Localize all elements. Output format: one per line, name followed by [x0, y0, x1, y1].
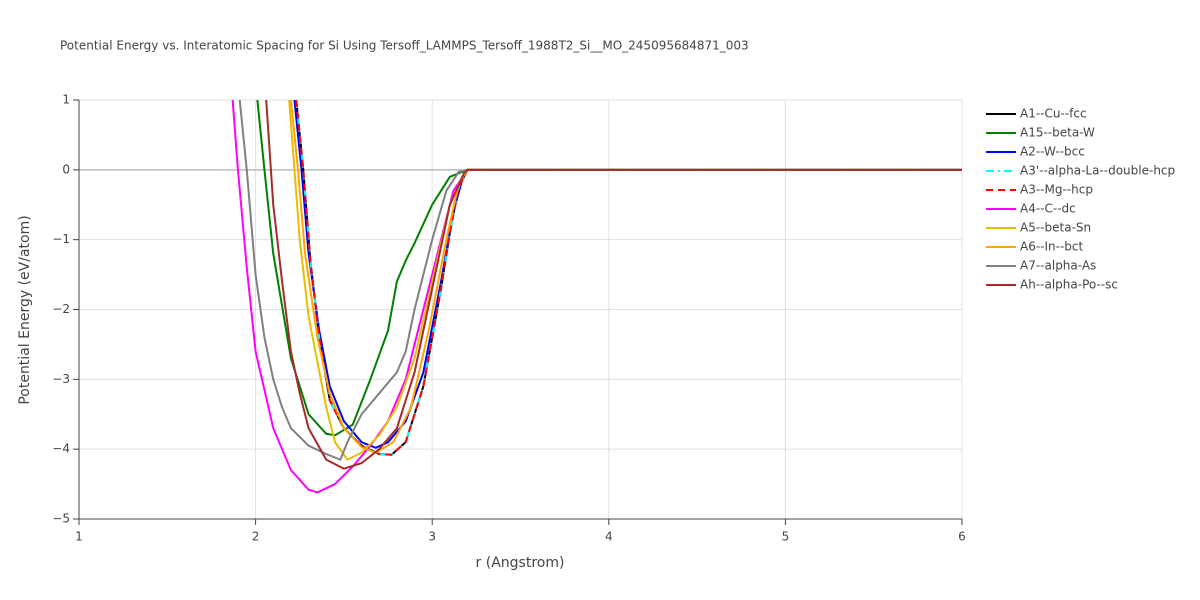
line-series	[288, 100, 962, 461]
line-series	[265, 100, 962, 470]
line-series	[293, 100, 962, 449]
line-series	[295, 100, 962, 456]
x-axis-label: r (Angstrom)	[476, 555, 565, 571]
line-series	[231, 100, 962, 494]
y-tick-label: −4	[52, 442, 70, 456]
y-tick-label: 0	[62, 162, 70, 176]
x-tick-label: 4	[605, 530, 613, 544]
legend-label: A2--W--bcc	[1020, 145, 1085, 159]
y-tick-label: −3	[52, 372, 70, 386]
y-tick-label: −1	[52, 232, 70, 246]
x-tick-label: 2	[252, 530, 260, 544]
legend-label: A7--alpha-As	[1020, 259, 1096, 273]
y-tick-label: 1	[62, 93, 70, 107]
legend-label: A4--C--dc	[1020, 202, 1076, 216]
x-tick-label: 3	[428, 530, 436, 544]
x-tick-label: 1	[75, 530, 83, 544]
line-series	[289, 100, 962, 454]
y-axis-label: Potential Energy (eV/atom)	[17, 215, 33, 404]
legend-label: A6--In--bct	[1020, 240, 1084, 254]
legend-label: A5--beta-Sn	[1020, 221, 1091, 235]
legend-label: A3'--alpha-La--double-hcp	[1020, 164, 1175, 178]
legend-label: A15--beta-W	[1020, 126, 1095, 140]
y-tick-label: −2	[52, 302, 70, 316]
legend-label: A1--Cu--fcc	[1020, 107, 1087, 121]
chart-title: Potential Energy vs. Interatomic Spacing…	[60, 39, 749, 53]
legend-label: Ah--alpha-Po--sc	[1020, 278, 1118, 292]
x-tick-label: 6	[958, 530, 966, 544]
x-tick-label: 5	[782, 530, 790, 544]
line-series	[256, 100, 962, 437]
line-series	[238, 100, 962, 461]
y-tick-label: −5	[52, 512, 70, 526]
plot-area	[231, 100, 962, 494]
legend-label: A3--Mg--hcp	[1020, 183, 1093, 197]
